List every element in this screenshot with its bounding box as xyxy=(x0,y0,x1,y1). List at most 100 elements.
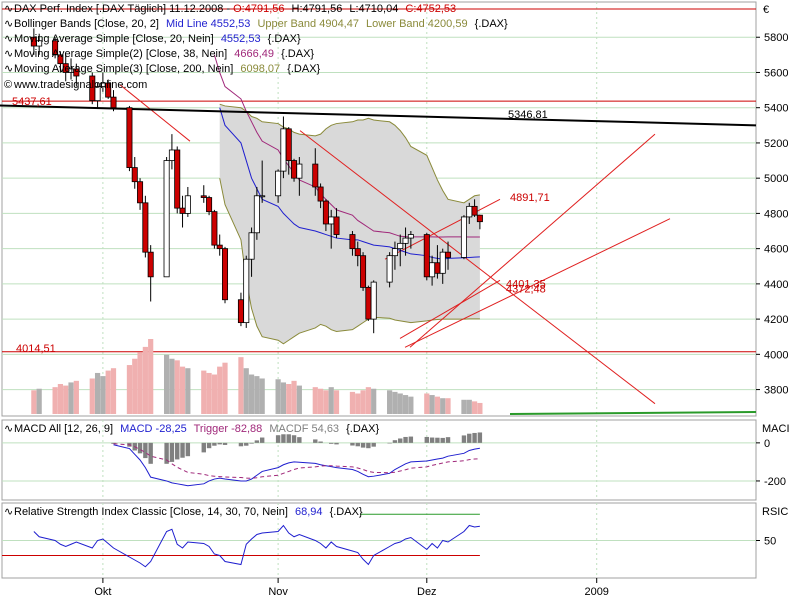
high-value: H:4791,56 xyxy=(292,3,343,15)
y-tick-label-5200: 5200 xyxy=(764,138,788,150)
copyright-icon: © xyxy=(4,79,12,91)
macd-histogram-bar xyxy=(472,432,477,443)
candle-body xyxy=(291,160,298,179)
macd-histogram-bar xyxy=(297,437,302,443)
volume-bar xyxy=(392,391,398,414)
rsi-value: 68,94 xyxy=(295,506,323,518)
sma2-name: Moving Average Simple(2) [Close, 38, Nei… xyxy=(14,48,227,60)
macd-histogram-bar xyxy=(398,438,403,443)
svg-text:Bollinger Bands [Close, 20, 2]: Bollinger Bands [Close, 20, 2] Mid Line … xyxy=(14,18,508,30)
bollinger-icon: ∿ xyxy=(4,18,13,30)
candle-body xyxy=(370,281,377,320)
macd-lines xyxy=(113,443,480,487)
macd-histogram-bar xyxy=(238,442,244,447)
volume-bar xyxy=(57,384,64,414)
volume-bar xyxy=(148,339,154,414)
candle-body xyxy=(391,248,398,257)
volume-bar xyxy=(259,378,265,414)
macd-panel[interactable]: 0 -200 MACI ∿ MACD All [12, 26, 9] MACD -… xyxy=(1,419,790,501)
macd-histogram-bar xyxy=(477,432,483,443)
volume-bar xyxy=(142,346,148,414)
volume-bar xyxy=(179,366,186,414)
svg-text:Moving Average Simple(2) [Clos: Moving Average Simple(2) [Close, 38, Nei… xyxy=(14,48,314,60)
macd-icon: ∿ xyxy=(4,423,13,435)
candle-body xyxy=(137,181,144,204)
sma1-value: 4552,53 xyxy=(221,33,261,45)
y-tick-label-4200: 4200 xyxy=(764,314,788,326)
candle-body xyxy=(285,128,292,161)
candle-body xyxy=(471,205,478,216)
candle-body xyxy=(200,195,207,198)
macd-histogram-bar xyxy=(180,442,185,458)
y-tick-label-4400: 4400 xyxy=(764,279,788,291)
macd-histogram-bar xyxy=(440,437,445,443)
bollinger-lower: Lower Band 4200,59 xyxy=(366,18,468,30)
price-panel[interactable]: 5437,61 4014,51 5346,81 4891,71 4401,354372,… xyxy=(0,1,788,417)
volume-bar xyxy=(68,382,74,414)
candle-body xyxy=(126,107,133,168)
macd-histogram-bar xyxy=(350,442,355,446)
bollinger-upper xyxy=(219,103,480,204)
y-tick-label-4000: 4000 xyxy=(764,349,788,361)
macd-histogram-bar xyxy=(259,437,265,443)
volume-bar xyxy=(461,399,467,414)
macd-histogram-bar xyxy=(461,435,467,443)
y-tick-label-5600: 5600 xyxy=(764,67,788,79)
candle-body xyxy=(222,248,229,301)
macd-histogram-bar xyxy=(334,442,339,445)
volume-bar xyxy=(286,384,292,414)
candle-body xyxy=(131,167,138,183)
rsi-line-path xyxy=(33,524,480,568)
volume-bars xyxy=(31,339,757,415)
rsi-y-axis: 50 xyxy=(756,536,776,548)
trend-line xyxy=(404,218,671,348)
rsi-tick-label-50: 50 xyxy=(764,536,776,548)
macd-histogram-bar xyxy=(244,442,249,446)
sma2-value: 4666,49 xyxy=(234,48,274,60)
candle-body xyxy=(360,255,367,288)
macd-tick-label-0: 0 xyxy=(764,438,770,450)
watermark-row: © www.tradesignalonline.com xyxy=(4,79,147,91)
rsi-levels xyxy=(2,513,480,556)
sma1-name: Moving Average Simple [Close, 20, Nein] xyxy=(14,33,214,45)
macd-plot-area[interactable] xyxy=(1,419,757,501)
annotation-4891,71: 4891,71 xyxy=(510,192,550,204)
candle-body xyxy=(312,163,319,188)
macd-histogram-bar xyxy=(275,435,281,443)
macd-histogram-bar xyxy=(392,440,398,443)
macd-histogram-bar xyxy=(286,434,291,443)
macd-histogram-bar xyxy=(164,442,169,464)
macd-line xyxy=(113,444,480,487)
candle-body xyxy=(397,242,404,250)
candle-body xyxy=(407,234,414,239)
volume-bar xyxy=(201,370,207,414)
candle-body xyxy=(237,299,244,324)
svg-text:MACD All [12, 26, 9] M: MACD All [12, 26, 9] MACD -28,25 Trigger… xyxy=(14,423,379,435)
rsi-icon: ∿ xyxy=(4,506,13,518)
volume-bar xyxy=(248,374,255,414)
candle-body xyxy=(174,149,181,209)
watermark-text: www.tradesignalonline.com xyxy=(13,79,147,91)
volume-bar xyxy=(243,368,249,414)
x-tick-label-Nov: Nov xyxy=(268,586,288,598)
trend-line xyxy=(409,133,656,348)
volume-bar xyxy=(360,390,366,414)
sma3-name: Moving Average Simple(3) [Close, 200, Ne… xyxy=(14,63,233,75)
price-legend: ∿ DAX Perf. Index [.DAX Täglich] 11.12.2… xyxy=(4,3,508,91)
rsi-axis-label: RSIC xyxy=(762,506,788,518)
volume-bar xyxy=(73,380,79,414)
svg-text:DAX Perf. Index [.DAX Täglich]: DAX Perf. Index [.DAX Täglich] 11.12.200… xyxy=(14,3,456,15)
svg-text:Moving Average Simple [Close,: Moving Average Simple [Close, 20, Nein] … xyxy=(14,33,301,45)
candle-body xyxy=(328,216,335,225)
volume-bar xyxy=(132,358,138,414)
volume-bar xyxy=(471,401,478,414)
volume-bar xyxy=(63,385,69,414)
horizontal-lines xyxy=(2,8,756,353)
volume-bar xyxy=(371,388,377,414)
macd-histogram-bar xyxy=(467,433,472,443)
volume-bar xyxy=(397,393,403,414)
candle-body xyxy=(317,186,324,202)
candle-body xyxy=(439,251,446,274)
rsi-panel[interactable]: 50 RSIC ∿ Relative Strength Index Classi… xyxy=(1,502,788,579)
candle-body xyxy=(110,96,117,109)
